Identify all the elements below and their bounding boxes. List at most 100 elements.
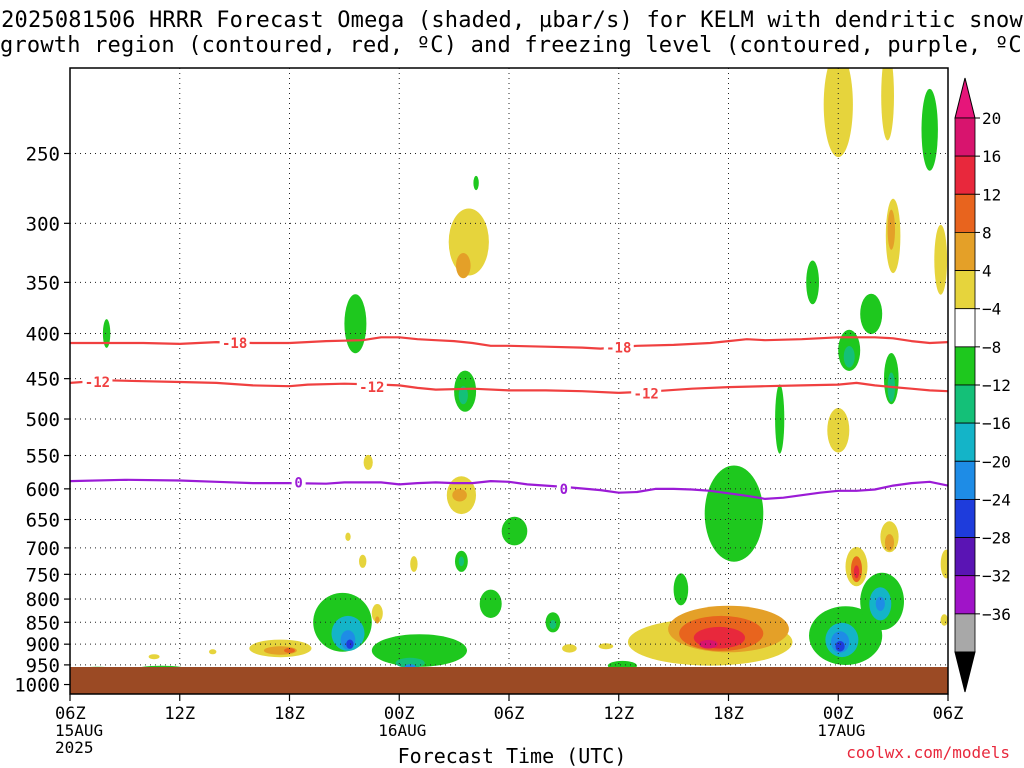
omega-cell	[284, 648, 295, 653]
chart-title-line-1: 2025081506 HRRR Forecast Omega (shaded, …	[1, 8, 1023, 33]
contour-label-bg	[219, 334, 250, 350]
omega-cell	[479, 589, 502, 618]
y-tick-label: 950	[26, 655, 60, 677]
omega-cell	[473, 175, 479, 191]
colorbar-segment	[954, 270, 976, 310]
y-tick-label: 750	[26, 564, 60, 586]
omega-cell	[887, 209, 895, 250]
x-tick-label: 00Z	[384, 704, 415, 724]
omega-cell	[148, 654, 160, 660]
y-tick-label: 250	[26, 143, 60, 165]
contour-label: -18	[222, 336, 247, 352]
omega-cell	[835, 641, 845, 652]
contour-label-bg	[603, 339, 634, 355]
omega-cell	[395, 657, 425, 669]
contour-label-bg	[82, 374, 113, 390]
x-tick-label: 06Z	[55, 704, 86, 724]
omega-cell	[881, 68, 894, 141]
omega-cell	[102, 319, 111, 348]
x-date-label: 17AUG	[817, 721, 865, 740]
chart-title-line-2: growth region (contoured, red, ºC) and f…	[0, 33, 1024, 58]
contour-label: -18	[606, 341, 631, 357]
colorbar-segment	[954, 231, 976, 271]
y-tick-label: 900	[26, 634, 60, 656]
omega-cell	[673, 573, 689, 606]
dendritic-contour	[70, 379, 948, 394]
omega-cell	[699, 639, 718, 649]
omega-cell	[875, 596, 885, 611]
colorbar-label: −20	[982, 452, 1011, 471]
omega-cell	[704, 465, 764, 562]
contour-layer: -18 -18 -12 -12 -12 0 0	[70, 334, 948, 500]
site-credit: coolwx.com/models	[846, 743, 1010, 762]
y-tick-label: 300	[26, 213, 60, 235]
y-tick-label: 450	[26, 369, 60, 391]
contour-label: 0	[560, 482, 568, 498]
omega-cell	[598, 643, 614, 650]
contour-label: -12	[634, 387, 659, 403]
omega-cell	[549, 620, 557, 629]
contour-label: -12	[359, 380, 384, 396]
colorbar-label: −32	[982, 567, 1011, 586]
y-tick-label: 650	[26, 510, 60, 532]
omega-cell	[371, 604, 383, 623]
omega-cell	[884, 534, 895, 551]
colorbar-segment	[954, 155, 976, 195]
colorbar-label: −8	[982, 338, 1001, 357]
colorbar-label: 20	[982, 109, 1001, 128]
omega-cell	[853, 565, 860, 579]
omega-cell	[934, 224, 948, 295]
omega-cell	[860, 293, 883, 335]
y-axis: 2503003504004505005506006507007508008509…	[14, 143, 70, 697]
colorbar-segment	[954, 346, 976, 386]
contour-label-bg	[356, 379, 387, 395]
omega-cell	[823, 68, 853, 158]
omega-cell	[921, 88, 938, 171]
freezing-level-contour	[70, 478, 948, 500]
y-tick-label: 800	[26, 589, 60, 611]
omega-cell	[458, 556, 465, 567]
dendritic-contour	[70, 336, 948, 350]
colorbar-segment	[954, 498, 976, 538]
contour-label: -12	[85, 375, 110, 391]
colorbar-label: 8	[982, 223, 992, 242]
colorbar-segment	[954, 537, 976, 577]
colorbar-label: −12	[982, 376, 1011, 395]
y-tick-label: 600	[26, 479, 60, 501]
colorbar-label: −16	[982, 414, 1011, 433]
omega-cell	[346, 639, 354, 649]
y-tick-label: 850	[26, 612, 60, 634]
colorbar-label: −4	[982, 300, 1001, 319]
x-tick-label: 12Z	[164, 704, 195, 724]
colorbar-segment	[954, 575, 976, 615]
y-tick-label: 400	[26, 324, 60, 346]
omega-cell	[775, 384, 785, 454]
omega-cell	[345, 532, 351, 541]
colorbar-label: 16	[982, 147, 1001, 166]
y-tick-label: 550	[26, 446, 60, 468]
x-tick-label: 18Z	[274, 704, 305, 724]
omega-cell	[940, 549, 948, 579]
omega-cell	[375, 616, 380, 624]
omega-cell	[371, 634, 467, 667]
colorbar-label: 12	[982, 185, 1001, 204]
grid-layer	[70, 68, 948, 694]
x-tick-label: 00Z	[823, 704, 854, 724]
omega-shading-layer	[70, 68, 948, 677]
colorbar-segment	[954, 117, 976, 157]
omega-cell	[452, 488, 467, 502]
colorbar-label: 4	[982, 262, 992, 281]
y-tick-label: 700	[26, 538, 60, 560]
omega-cell	[562, 644, 577, 653]
omega-cell	[843, 346, 855, 368]
omega-cell	[209, 649, 217, 655]
colorbar: 20 16 12 8 4 −4 −8 −12 −16 −20 −24 −28 −32 −36	[954, 77, 1011, 693]
colorbar-top-arrow	[954, 77, 976, 119]
omega-cell	[501, 516, 528, 546]
omega-cell	[359, 554, 367, 568]
omega-cell	[940, 614, 948, 626]
x-tick-label: 12Z	[603, 704, 634, 724]
omega-cell	[827, 408, 850, 453]
